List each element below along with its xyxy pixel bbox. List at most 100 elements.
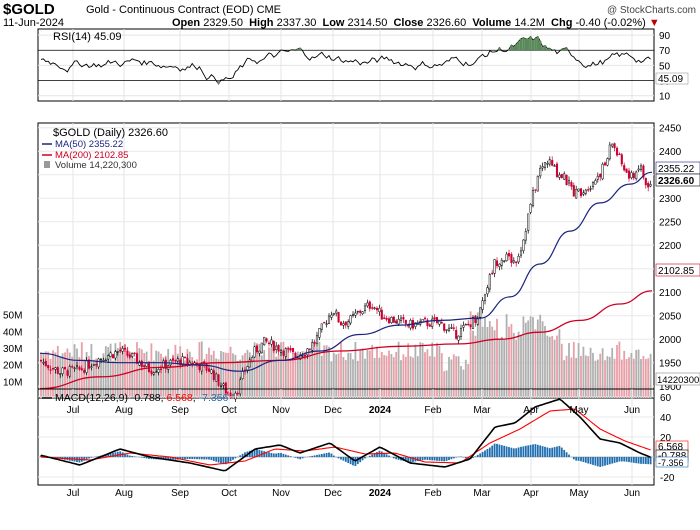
candle-body — [553, 165, 556, 167]
volume-bar — [47, 351, 50, 398]
volume-bar — [272, 346, 275, 398]
candle-body — [457, 335, 460, 341]
volume-bar — [244, 353, 246, 398]
macd-histogram-bar — [280, 453, 282, 457]
volume-bar — [476, 312, 479, 398]
candle-body — [452, 327, 455, 329]
down-arrow-icon: ▼ — [648, 17, 660, 29]
macd-histogram-bar — [239, 455, 242, 457]
macd-histogram-bar — [131, 456, 134, 457]
volume-bar — [376, 346, 378, 398]
candle-body — [363, 305, 367, 311]
macd-histogram-bar — [256, 449, 258, 457]
candle-body — [630, 172, 633, 179]
volume-bar — [373, 357, 376, 398]
candle-body — [356, 311, 359, 313]
volume-bar — [112, 360, 114, 398]
candle-body — [287, 348, 290, 350]
volume-bar — [368, 350, 371, 398]
macd-histogram-bar — [344, 457, 347, 462]
volume-bar — [457, 356, 460, 398]
volume-bar — [107, 346, 110, 398]
volume-bar — [140, 349, 143, 398]
macd-histogram-bar — [340, 457, 342, 460]
macd-histogram-bar — [498, 444, 501, 457]
macd-histogram-bar — [128, 455, 131, 457]
volume-bar — [647, 358, 650, 398]
volume-bar — [460, 366, 462, 398]
macd-histogram-bar — [577, 457, 580, 461]
candle-body — [642, 165, 645, 178]
macd-histogram-bar — [637, 457, 640, 464]
volume-bar — [361, 348, 364, 398]
candle-body — [555, 163, 559, 177]
candle-body — [90, 366, 93, 368]
volume-bar — [296, 351, 299, 398]
macd-histogram-bar — [448, 457, 450, 461]
ma200-tag — [655, 263, 700, 277]
volume-bar — [325, 345, 328, 398]
macd-histogram-bar — [294, 457, 297, 458]
volume-bar — [421, 342, 424, 398]
volume-bar — [469, 311, 472, 398]
volume-bar — [284, 350, 287, 398]
month-label: 2024 — [369, 405, 392, 416]
candle-body — [181, 356, 184, 366]
volume-bar — [522, 316, 525, 398]
volume-bar — [88, 360, 90, 398]
volume-bar — [359, 349, 362, 398]
volume-value: 14.2M — [514, 17, 545, 29]
rsi-overbought-fill — [498, 47, 501, 51]
rsi-overbought-fill — [517, 41, 520, 51]
volume-tag — [655, 372, 700, 386]
candle-body — [587, 189, 590, 191]
macd-histogram-bar — [328, 452, 330, 457]
macd-histogram-bar — [508, 447, 510, 457]
volume-bar — [270, 347, 273, 398]
candle-body — [330, 314, 333, 318]
candle-body — [426, 319, 429, 326]
macd-histogram-bar — [186, 457, 189, 460]
volume-bar — [76, 348, 78, 398]
high-value: 2337.30 — [276, 17, 317, 29]
volume-bar — [181, 359, 184, 398]
price-tick-label: 2250 — [659, 218, 682, 229]
macd-histogram-bar — [284, 454, 287, 457]
volume-bar — [440, 353, 443, 398]
volume-bar — [496, 318, 498, 398]
candle-body — [495, 260, 499, 267]
volume-bar — [551, 336, 554, 398]
signal-tag-text: 6.568 — [658, 442, 683, 453]
macd-histogram-bar — [443, 457, 446, 462]
month-label: May — [570, 488, 589, 499]
macd-histogram-bar — [515, 448, 518, 457]
macd-histogram-bar — [544, 446, 546, 457]
macd-histogram-bar — [311, 455, 314, 457]
macd-histogram-bar — [500, 445, 503, 457]
volume-bar — [251, 361, 254, 398]
close-label: Close — [393, 17, 424, 29]
volume-bar — [78, 357, 81, 398]
volume-bar — [205, 353, 208, 398]
macd-tick-label: 40 — [660, 413, 672, 424]
macd-histogram-bar — [428, 457, 431, 461]
macd-histogram-bar — [529, 444, 532, 457]
candle-body — [284, 348, 287, 357]
volume-bar — [337, 353, 340, 398]
volume-bar — [265, 359, 268, 398]
candle-body — [450, 327, 453, 329]
macd-histogram-bar — [450, 457, 453, 460]
volume-bar — [97, 360, 100, 398]
candle-body — [150, 370, 153, 375]
ma50-tag-text: 2355.22 — [658, 164, 695, 175]
candle-body — [335, 310, 338, 314]
volume-bar — [289, 360, 292, 398]
candle-body — [234, 392, 237, 400]
rsi-overbought-fill — [527, 38, 530, 51]
macd-histogram-bar — [596, 457, 599, 467]
macd-histogram-bar — [308, 456, 311, 457]
ma200-line — [39, 290, 653, 390]
macd-histogram-bar — [263, 451, 266, 457]
macd-histogram-bar — [107, 453, 110, 457]
candle-body — [575, 189, 578, 199]
